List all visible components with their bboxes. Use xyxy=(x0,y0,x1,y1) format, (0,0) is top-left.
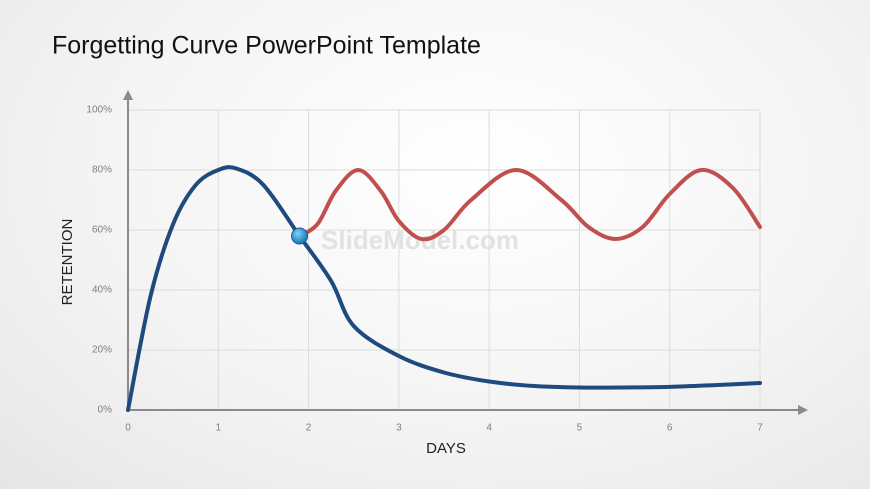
y-tick-label: 0% xyxy=(98,405,113,416)
slide-title: Forgetting Curve PowerPoint Template xyxy=(52,32,481,60)
y-tick-label: 100% xyxy=(86,105,112,116)
x-tick-label: 2 xyxy=(306,423,312,434)
x-tick-label: 4 xyxy=(486,423,492,434)
x-axis-arrow xyxy=(798,405,808,415)
x-tick-label: 0 xyxy=(125,423,131,434)
y-tick-label: 80% xyxy=(92,165,112,176)
x-tick-label: 3 xyxy=(396,423,402,434)
series-line xyxy=(297,167,762,242)
review-point xyxy=(291,227,309,245)
y-axis-label: RETENTION xyxy=(59,219,76,306)
y-tick-label: 60% xyxy=(92,225,112,236)
x-tick-label: 6 xyxy=(667,423,673,434)
series-line xyxy=(126,165,762,412)
x-tick-label: 7 xyxy=(757,423,763,434)
x-tick-label: 1 xyxy=(216,423,222,434)
x-tick-label: 5 xyxy=(577,423,583,434)
y-tick-label: 40% xyxy=(92,285,112,296)
y-tick-label: 20% xyxy=(92,345,112,356)
y-axis-arrow xyxy=(123,90,133,100)
x-axis-label: DAYS xyxy=(426,440,466,457)
plot: 0% 20% 40% 60% 80% 100% 0 1 2 3 4 5 6 7 DAYS RETENTION xyxy=(59,90,808,457)
